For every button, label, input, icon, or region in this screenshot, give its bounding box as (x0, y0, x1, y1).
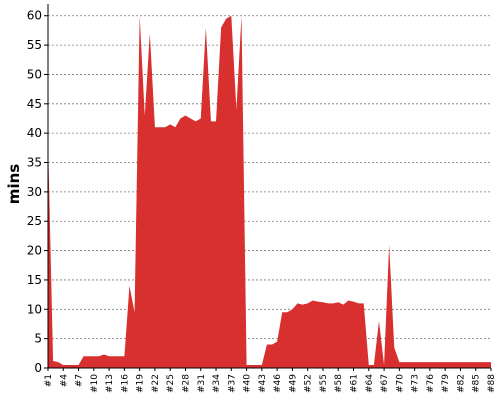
y-tick-label: 0 (34, 361, 42, 375)
y-tick-label: 35 (27, 156, 42, 170)
x-tick-label: #40 (243, 374, 253, 393)
y-tick-label: 10 (27, 302, 42, 316)
x-tick-label: #28 (181, 374, 191, 393)
series-area-fill (48, 15, 491, 369)
x-tick-label: #4 (59, 374, 69, 388)
y-tick-label: 45 (27, 97, 42, 111)
y-tick-label: 30 (27, 185, 42, 199)
y-tick-label: 55 (27, 38, 42, 52)
y-tick-label: 25 (27, 214, 42, 228)
y-tick-label: 60 (27, 9, 42, 23)
x-tick-label: #67 (380, 374, 390, 393)
x-tick-label: #16 (120, 374, 130, 393)
y-tick-label: 50 (27, 67, 42, 81)
x-tick-label: #82 (456, 374, 466, 393)
x-tick-label: #61 (350, 374, 360, 393)
x-tick-label: #76 (426, 374, 436, 393)
x-tick-label: #58 (334, 374, 344, 393)
x-tick-label: #13 (105, 374, 115, 393)
y-tick-label: 20 (27, 244, 42, 258)
x-tick-label: #10 (90, 374, 100, 393)
x-tick-label: #79 (441, 374, 451, 393)
x-tick-label: #64 (365, 374, 375, 393)
y-tick-labels: 0 5 10 15 20 25 30 35 40 45 50 55 60 (27, 9, 42, 375)
y-tick-label: 15 (27, 273, 42, 287)
x-tick-label: #70 (395, 374, 405, 393)
x-tick-label: #43 (258, 374, 268, 393)
x-tick-label: #73 (411, 374, 421, 393)
x-tick-label: #49 (288, 374, 298, 393)
grid-lines (48, 15, 491, 340)
x-tick-label: #88 (487, 374, 497, 393)
x-tick-label: #46 (273, 374, 283, 393)
x-tick-label: #25 (166, 374, 176, 393)
series-area (48, 15, 491, 369)
y-tick-label: 5 (34, 332, 42, 346)
x-tick-labels: #1 #4 #7 #10 #13 #16 #19 #22 #25 #28 #31 #34 #37 #40 #… (44, 374, 497, 393)
x-tick-label: #31 (197, 374, 207, 393)
x-tick-label: #22 (151, 374, 161, 393)
x-tick-label: #85 (472, 374, 482, 393)
x-tick-label: #37 (227, 374, 237, 393)
y-tick-label: 40 (27, 126, 42, 140)
x-tick-label: #1 (44, 374, 54, 387)
y-axis-label: mins (5, 164, 23, 204)
x-tick-label: #19 (136, 374, 146, 393)
x-tick-label: #7 (75, 374, 85, 387)
x-tick-label: #55 (319, 374, 329, 393)
axes (44, 4, 492, 371)
x-tick-label: #34 (212, 374, 222, 393)
x-tick-label: #52 (304, 374, 314, 393)
